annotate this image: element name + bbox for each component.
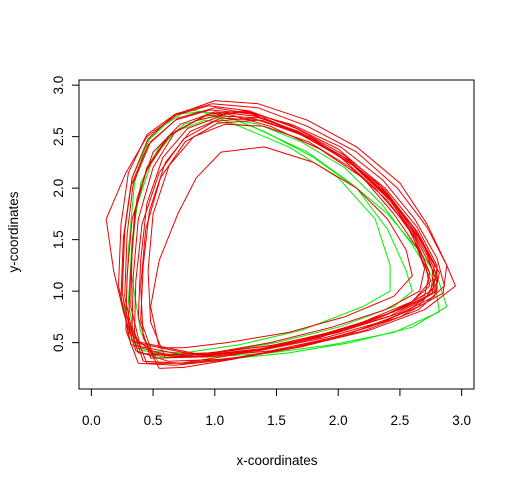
x-tick-label: 0.0 [82, 413, 101, 428]
series-line-red-8 [118, 103, 448, 358]
series-line-green-2 [130, 119, 448, 364]
y-tick-label: 1.0 [51, 282, 66, 301]
y-tick-label: 3.0 [51, 76, 66, 95]
series-line-green-3 [127, 115, 440, 358]
y-tick-label: 1.5 [51, 230, 66, 249]
series-line-red-17 [150, 146, 413, 349]
x-tick-label: 3.0 [452, 413, 471, 428]
x-tick-label: 2.5 [391, 413, 410, 428]
series-line-red-16 [105, 100, 456, 362]
series-line-red-14 [147, 123, 426, 359]
series-layer [105, 100, 456, 369]
series-line-red-13 [121, 105, 438, 356]
x-tick-label: 2.0 [329, 413, 348, 428]
series-line-red-18 [120, 109, 438, 358]
x-tick-label: 0.5 [144, 413, 163, 428]
y-tick-label: 2.0 [51, 179, 66, 198]
x-axis-title: x-coordinates [236, 453, 317, 468]
y-tick-label: 2.5 [51, 127, 66, 146]
y-axis: 0.5 1.0 1.5 2.0 2.5 3.0 [51, 76, 80, 352]
y-tick-label: 0.5 [51, 333, 66, 352]
y-axis-title: y-coordinates [6, 191, 21, 272]
x-tick-label: 1.0 [205, 413, 224, 428]
x-axis: 0.0 0.5 1.0 1.5 2.0 2.5 3.0 [82, 388, 471, 428]
x-tick-label: 1.5 [267, 413, 286, 428]
